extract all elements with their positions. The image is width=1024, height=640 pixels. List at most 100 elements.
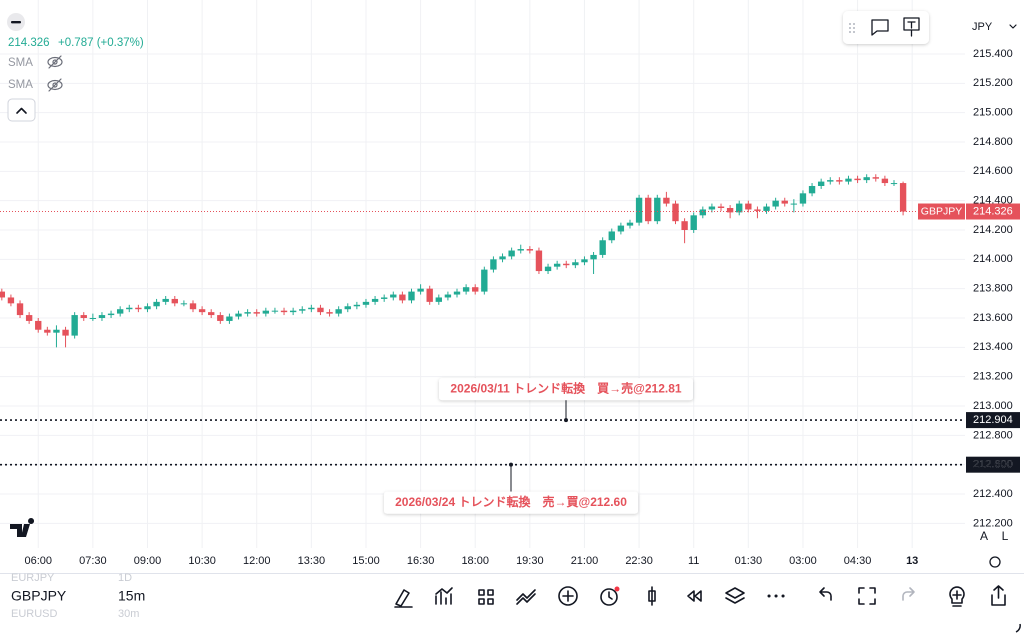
- scale-button[interactable]: L: [1002, 529, 1009, 543]
- candle-body: [863, 177, 870, 181]
- y-tick-label: 215.200: [973, 77, 1013, 89]
- candle-body: [344, 306, 351, 310]
- idea-icon[interactable]: [949, 586, 965, 607]
- x-tick-label: 15:00: [352, 555, 380, 567]
- candle-body: [626, 222, 634, 226]
- floating-toolbar: [843, 11, 929, 44]
- chart-type-icon[interactable]: [648, 586, 656, 606]
- level-tag: [966, 412, 1020, 429]
- watch-interval[interactable]: 1D: [118, 572, 132, 584]
- candle-body: [7, 297, 15, 304]
- comment-icon[interactable]: [871, 19, 889, 36]
- candle-body: [553, 263, 561, 267]
- candle-body: [371, 298, 379, 302]
- candle-body: [717, 206, 725, 208]
- alert-icon[interactable]: [600, 588, 618, 606]
- watch-interval[interactable]: 15m: [118, 588, 145, 604]
- minus-icon: [11, 21, 21, 24]
- candle-body: [827, 180, 834, 182]
- y-tick-label: 215.000: [973, 107, 1013, 119]
- note-box[interactable]: [384, 491, 638, 514]
- x-tick-label: 18:00: [461, 555, 489, 567]
- y-tick-label: 212.800: [973, 429, 1013, 441]
- candle-body: [690, 215, 697, 230]
- watch-symbol[interactable]: EURJPY: [11, 572, 55, 584]
- x-tick-label: 10:30: [188, 555, 216, 567]
- candle-body: [772, 200, 779, 207]
- y-tick-label: 213.000: [973, 400, 1013, 412]
- candle-body: [417, 288, 424, 292]
- collapse-legend-button[interactable]: [7, 98, 36, 122]
- note-anchor: [564, 418, 568, 423]
- y-tick-label: 213.200: [973, 371, 1013, 383]
- candle-body: [453, 291, 461, 295]
- symbol-tag-label: GBPJPY: [921, 205, 962, 217]
- candle-body: [235, 313, 242, 317]
- candle-body: [317, 307, 324, 313]
- candle-body: [16, 303, 24, 316]
- candle-body: [107, 313, 115, 316]
- candle-body: [581, 259, 588, 263]
- indicators-icon[interactable]: [435, 587, 453, 605]
- replay-icon[interactable]: [687, 590, 702, 602]
- drag-handle[interactable]: [849, 23, 855, 33]
- draw-tool[interactable]: [394, 589, 413, 608]
- undo-icon[interactable]: [819, 587, 832, 601]
- candle-body: [808, 185, 816, 194]
- watch-symbol[interactable]: GBPJPY: [11, 588, 67, 604]
- candle-body: [390, 294, 397, 298]
- level-tag-label: 212.904: [973, 414, 1013, 426]
- settings-icon[interactable]: [989, 556, 1001, 568]
- candle-body: [572, 262, 579, 266]
- candle-body: [544, 266, 552, 272]
- candle-body: [262, 310, 270, 314]
- scale-button[interactable]: A: [980, 529, 988, 543]
- candle-body: [726, 207, 734, 213]
- share-icon[interactable]: [991, 585, 1006, 606]
- candle-body: [608, 231, 615, 241]
- y-tick-label: 213.800: [973, 283, 1013, 295]
- candle-body: [890, 183, 898, 185]
- candle-body: [289, 310, 297, 313]
- x-tick-label: 06:00: [24, 555, 52, 567]
- candle-body: [44, 329, 51, 333]
- candle-body: [672, 203, 679, 222]
- candle-body: [153, 301, 160, 307]
- candle-body: [35, 320, 42, 330]
- candle-body: [308, 307, 315, 310]
- watch-symbol[interactable]: EURUSD: [11, 608, 58, 620]
- candle-body: [362, 301, 370, 305]
- x-tick-label: 13:30: [298, 555, 326, 567]
- candle-body: [244, 312, 251, 314]
- y-tick-label: 212.200: [973, 517, 1013, 529]
- x-tick-label: 01:30: [735, 555, 763, 567]
- candle-body: [517, 249, 524, 251]
- candle-body: [872, 177, 879, 179]
- hidden-eye-icon[interactable]: [47, 78, 63, 92]
- candle-body: [590, 254, 597, 260]
- candle-body: [854, 178, 861, 181]
- y-tick-label: 214.600: [973, 165, 1013, 177]
- redo-icon[interactable]: [902, 587, 915, 601]
- caret-up-icon: [16, 107, 27, 114]
- candle-body: [53, 329, 60, 333]
- price-tag-label: 214.326: [973, 205, 1013, 217]
- candle-body: [745, 203, 752, 210]
- currency-select[interactable]: [966, 15, 1020, 38]
- candle-body: [654, 197, 661, 222]
- watch-interval[interactable]: 30m: [118, 608, 139, 620]
- compare-icon[interactable]: [516, 589, 536, 605]
- note-box[interactable]: [439, 378, 693, 401]
- text-icon[interactable]: [903, 17, 920, 37]
- symbol-tag: [918, 203, 965, 220]
- candle-body: [499, 256, 506, 260]
- templates-icon[interactable]: [478, 589, 494, 605]
- candle-body: [635, 197, 643, 223]
- candle-body: [881, 178, 889, 184]
- fullscreen-icon[interactable]: [858, 587, 876, 605]
- layers-icon[interactable]: [725, 587, 745, 604]
- logo: [10, 518, 35, 537]
- add-icon[interactable]: [558, 586, 578, 606]
- hidden-eye-icon[interactable]: [47, 55, 63, 69]
- candle-body: [208, 312, 215, 316]
